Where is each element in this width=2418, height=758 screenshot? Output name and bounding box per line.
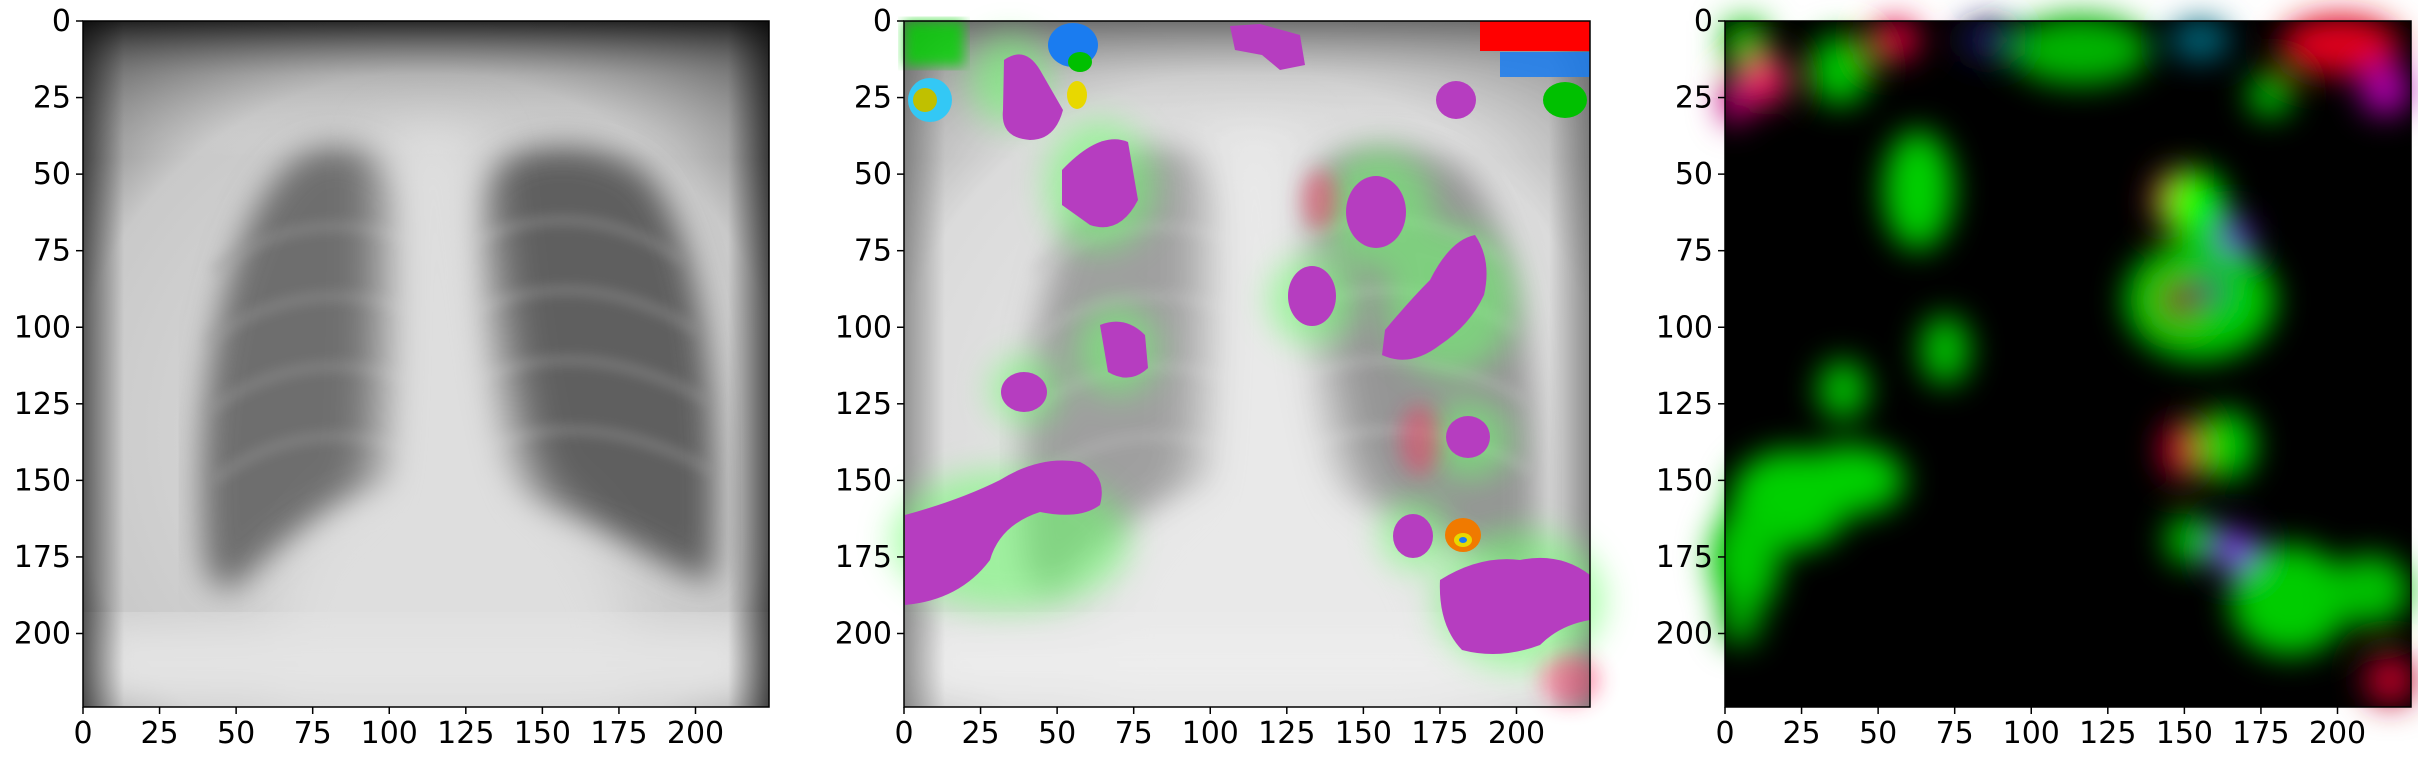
x-tick-label: 200 [667, 716, 724, 751]
y-tick-label: 125 [835, 387, 892, 422]
heatmap-activations [1710, 15, 2415, 705]
y-tick-label: 50 [33, 157, 71, 192]
y-tick-label: 25 [33, 81, 71, 116]
x-tick-label: 125 [2079, 716, 2136, 751]
x-tick-label: 150 [1335, 716, 1392, 751]
xray-panel: 0 25 50 75 100 125 150 175 200 0 25 50 75 100 125 150 1… [14, 4, 770, 751]
y-tick-label: 0 [52, 4, 71, 39]
y-axis: 0 25 50 75 100 125 150 175 200 [14, 4, 83, 652]
axes-frame [903, 20, 1591, 708]
axes-frame [82, 20, 770, 708]
y-tick-label: 25 [1675, 81, 1713, 116]
y-tick-label: 175 [1656, 540, 1713, 575]
y-tick-label: 175 [14, 540, 71, 575]
x-tick-label: 175 [1411, 716, 1468, 751]
segmentation-overlay [890, 21, 1605, 705]
x-tick-label: 50 [1038, 716, 1076, 751]
x-tick-label: 25 [140, 716, 178, 751]
x-tick-label: 0 [1715, 716, 1734, 751]
y-tick-label: 125 [1656, 387, 1713, 422]
x-tick-label: 200 [2309, 716, 2366, 751]
y-tick-label: 75 [854, 234, 892, 269]
x-tick-label: 25 [961, 716, 999, 751]
y-tick-label: 125 [14, 387, 71, 422]
y-tick-label: 75 [1675, 234, 1713, 269]
x-tick-label: 75 [294, 716, 332, 751]
y-tick-label: 100 [14, 310, 71, 345]
y-tick-label: 25 [854, 81, 892, 116]
y-tick-label: 200 [1656, 617, 1713, 652]
y-tick-label: 200 [835, 617, 892, 652]
x-axis: 0 25 50 75 100 125 150 175 200 [894, 707, 1545, 751]
y-axis: 0 25 50 75 100 125 150 175 200 [835, 4, 904, 652]
y-tick-label: 150 [14, 463, 71, 498]
y-tick-label: 100 [1656, 310, 1713, 345]
y-axis: 0 25 50 75 100 125 150 175 200 [1656, 4, 1725, 652]
x-tick-label: 50 [1859, 716, 1897, 751]
x-tick-label: 150 [514, 716, 571, 751]
x-tick-label: 100 [361, 716, 418, 751]
overlay-panel: 0 25 50 75 100 125 150 175 200 0 25 50 75 100 125 150 1… [835, 4, 1605, 751]
heatmap-panel: 0 25 50 75 100 125 150 175 200 0 25 50 75 100 125 150 1… [1656, 4, 2415, 751]
y-tick-label: 200 [14, 617, 71, 652]
y-tick-label: 0 [1694, 4, 1713, 39]
x-tick-label: 25 [1782, 716, 1820, 751]
x-tick-label: 100 [2003, 716, 2060, 751]
x-tick-label: 125 [1258, 716, 1315, 751]
y-tick-label: 150 [1656, 463, 1713, 498]
x-tick-label: 200 [1488, 716, 1545, 751]
y-tick-label: 150 [835, 463, 892, 498]
x-tick-label: 0 [73, 716, 92, 751]
x-tick-label: 175 [2232, 716, 2289, 751]
x-tick-label: 125 [437, 716, 494, 751]
x-tick-label: 150 [2156, 716, 2213, 751]
x-tick-label: 75 [1936, 716, 1974, 751]
x-tick-label: 100 [1182, 716, 1239, 751]
x-axis: 0 25 50 75 100 125 150 175 200 [73, 707, 724, 751]
y-tick-label: 0 [873, 4, 892, 39]
axes-frame [1724, 20, 2412, 708]
xray-image [83, 21, 769, 707]
y-tick-label: 75 [33, 234, 71, 269]
x-tick-label: 75 [1115, 716, 1153, 751]
y-tick-label: 50 [1675, 157, 1713, 192]
y-tick-label: 100 [835, 310, 892, 345]
x-tick-label: 175 [590, 716, 647, 751]
y-tick-label: 175 [835, 540, 892, 575]
x-axis: 0 25 50 75 100 125 150 175 200 [1715, 707, 2366, 751]
y-tick-label: 50 [854, 157, 892, 192]
x-tick-label: 50 [217, 716, 255, 751]
x-tick-label: 0 [894, 716, 913, 751]
